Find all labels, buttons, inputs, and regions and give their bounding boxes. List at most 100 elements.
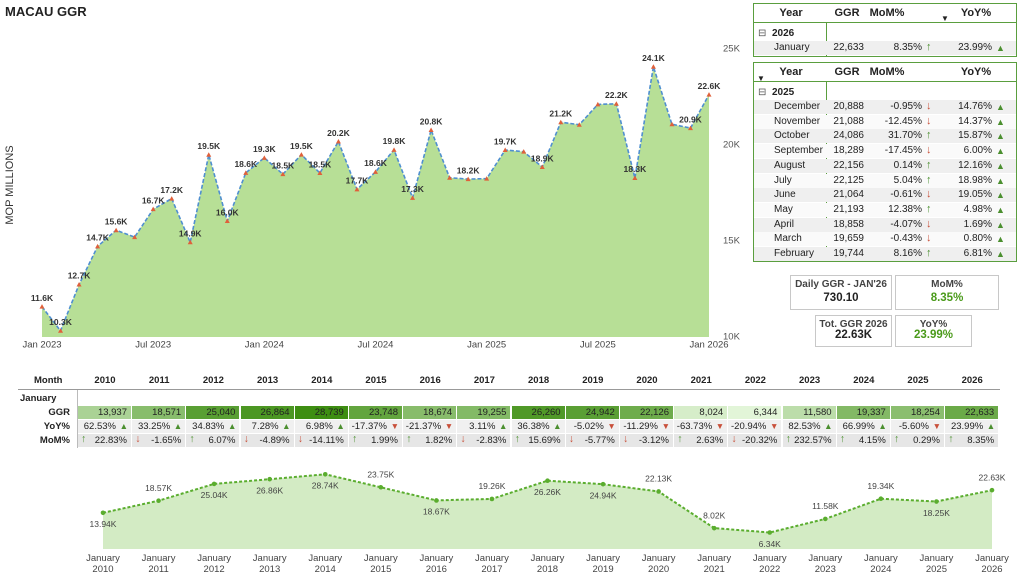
- mom-value: 15.69%: [528, 435, 561, 446]
- row-label: MoM%: [39, 435, 70, 446]
- mom: 31.70%: [888, 130, 922, 142]
- mom-arrow: ↓: [926, 100, 932, 112]
- month: August: [774, 159, 806, 171]
- mom: 0.14%: [893, 159, 922, 171]
- ggr-value: 11,580: [803, 407, 832, 418]
- yoy: 18.98%: [958, 174, 992, 186]
- column-header: Year: [779, 7, 803, 19]
- cell: ↑ 2.63%: [674, 433, 729, 447]
- ggr: 21,088: [833, 115, 864, 127]
- x-tick-label: January 2020: [641, 553, 676, 575]
- data-label: 28.74K: [312, 481, 339, 491]
- x-tick-label: January 2022: [752, 553, 787, 575]
- marker: [558, 119, 564, 125]
- row-bg: [754, 232, 1016, 247]
- data-label: 25.04K: [201, 490, 228, 500]
- x-tick-label: January 2025: [919, 553, 954, 575]
- yoy-arrow: ▲: [996, 249, 1005, 259]
- data-label: 22.63K: [979, 472, 1006, 482]
- data-label: 18.5K: [309, 159, 333, 169]
- x-tick-label: January 2012: [197, 553, 232, 575]
- yoy-value: 23.99%: [950, 421, 984, 432]
- column-header: 2019: [582, 375, 604, 386]
- data-label: 24.94K: [590, 490, 617, 500]
- column-header: 2026: [961, 375, 983, 386]
- x-tick-label: Jan 2026: [689, 340, 728, 351]
- ggr: 24,086: [833, 130, 864, 142]
- group-label: 2026: [772, 28, 795, 39]
- kpi-label: YoY%: [919, 319, 948, 330]
- cell: 13,937: [78, 406, 132, 419]
- cell: 23.99% ▲: [945, 420, 1000, 433]
- marker: [298, 152, 304, 157]
- x-tick-label: Jul 2024: [358, 340, 394, 351]
- marker: [823, 516, 828, 522]
- marker: [243, 170, 249, 175]
- x-tick-label: Jul 2025: [580, 340, 616, 351]
- yoy-arrow: ▲: [996, 175, 1005, 186]
- marker: [878, 496, 884, 502]
- data-label: 22.6K: [698, 81, 722, 91]
- marker: [58, 328, 64, 333]
- mom-arrow: ↓: [135, 433, 141, 445]
- data-label: 18.57K: [145, 483, 172, 493]
- ggr-value: 28,739: [314, 407, 344, 418]
- data-label: 26.26K: [534, 487, 561, 497]
- header-rule: [754, 81, 1016, 82]
- data-label: 21.2K: [549, 108, 573, 118]
- yoy-value: 62.53%: [83, 421, 116, 432]
- month: February: [774, 248, 815, 259]
- marker: [410, 195, 416, 200]
- row-label: GGR: [48, 407, 70, 418]
- marker: [354, 186, 360, 192]
- ggr: 18,858: [833, 218, 864, 230]
- data-label: 20.8K: [420, 116, 444, 126]
- column-header: YoY%: [960, 7, 992, 19]
- cell: 36.38% ▲: [511, 420, 566, 433]
- ggr-value: 8,024: [699, 407, 724, 418]
- x-tick-label: January 2015: [363, 553, 398, 575]
- column-header: 2018: [528, 375, 550, 386]
- marker: [378, 484, 384, 490]
- marker: [169, 196, 175, 201]
- mom-arrow: ↑: [926, 247, 932, 259]
- data-label: 18.67K: [423, 507, 450, 517]
- cell: -21.37% ▼: [403, 420, 458, 433]
- yoy-arrow: ▼: [661, 421, 670, 431]
- y-tick-label: 15K: [723, 236, 741, 247]
- mom-arrow: ↑: [926, 129, 932, 142]
- cell: 24,942: [565, 406, 620, 419]
- group-label: January: [20, 393, 57, 404]
- marker: [576, 122, 582, 127]
- marker: [465, 176, 471, 182]
- mom-arrow: ↑: [926, 158, 932, 171]
- data-label: 18.6K: [364, 158, 388, 168]
- data-label: 26.86K: [256, 485, 283, 495]
- mom-arrow: ↓: [731, 433, 737, 445]
- cell: 6.98% ▲: [294, 420, 349, 433]
- marker: [706, 92, 712, 97]
- yoy: 12.16%: [958, 159, 992, 171]
- yoy: 15.87%: [958, 130, 992, 142]
- mom-value: 2.63%: [696, 435, 724, 446]
- mom-value: 6.07%: [208, 435, 236, 446]
- column-rule: [77, 390, 78, 448]
- ggr: 22,633: [833, 42, 864, 53]
- data-label: 18.5K: [272, 160, 296, 170]
- yoy: 14.37%: [958, 115, 992, 127]
- mom-value: 4.15%: [858, 435, 886, 446]
- kpi-card: YoY% 23.99%: [895, 315, 972, 347]
- mom-arrow: ↑: [926, 202, 932, 215]
- mom: -4.07%: [890, 218, 922, 230]
- mom: 5.04%: [893, 174, 922, 186]
- mom-arrow: ↑: [948, 433, 954, 445]
- mom: 12.38%: [888, 203, 922, 215]
- marker: [373, 169, 378, 174]
- mom-arrow: ↑: [785, 433, 791, 445]
- yoy-arrow: ▲: [119, 421, 128, 431]
- x-tick-label: January 2011: [141, 553, 176, 575]
- x-tick-label: January 2026: [975, 553, 1009, 575]
- column-header: GGR: [834, 66, 860, 78]
- month: April: [774, 218, 795, 230]
- yoy-value: 34.83%: [192, 421, 225, 432]
